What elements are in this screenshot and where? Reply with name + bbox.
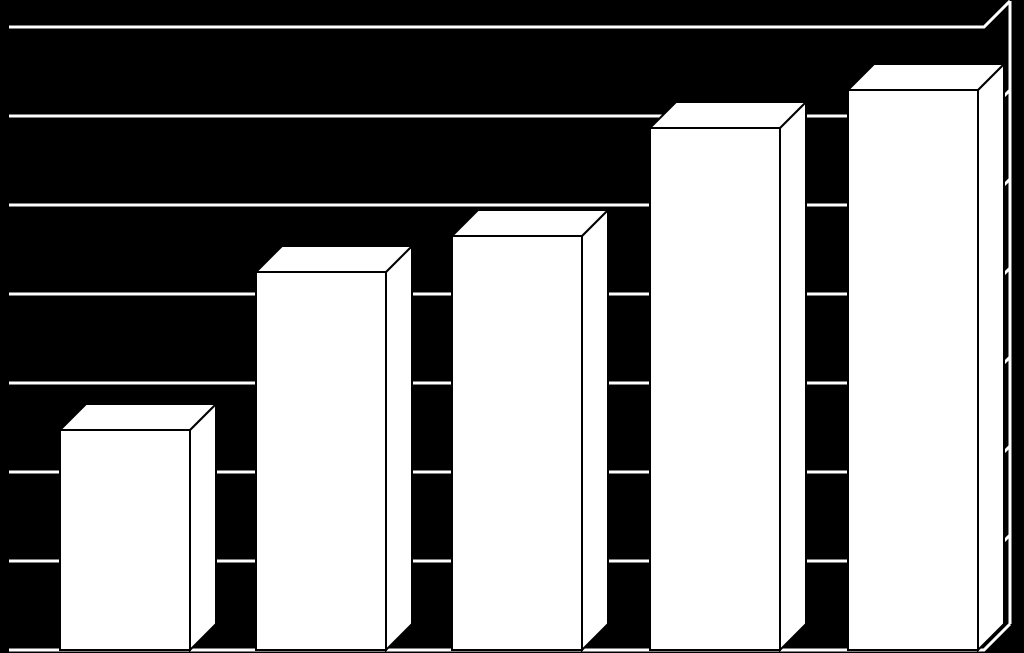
bar-0	[60, 404, 216, 650]
bar-chart-3d	[0, 0, 1024, 653]
bar-0-front	[60, 430, 190, 650]
bar-0-side	[190, 404, 216, 650]
bar-3-top	[650, 102, 806, 128]
bar-4-front	[848, 90, 978, 650]
bar-3-side	[780, 102, 806, 650]
bar-2	[452, 210, 608, 650]
bar-0-top	[60, 404, 216, 430]
bar-4-top	[848, 64, 1004, 90]
bar-4	[848, 64, 1004, 650]
bar-2-top	[452, 210, 608, 236]
bar-4-side	[978, 64, 1004, 650]
bar-3-front	[650, 128, 780, 650]
bar-3	[650, 102, 806, 650]
bar-2-front	[452, 236, 582, 650]
bar-1	[256, 246, 412, 650]
bar-1-front	[256, 272, 386, 650]
bar-1-top	[256, 246, 412, 272]
bar-1-side	[386, 246, 412, 650]
bar-2-side	[582, 210, 608, 650]
